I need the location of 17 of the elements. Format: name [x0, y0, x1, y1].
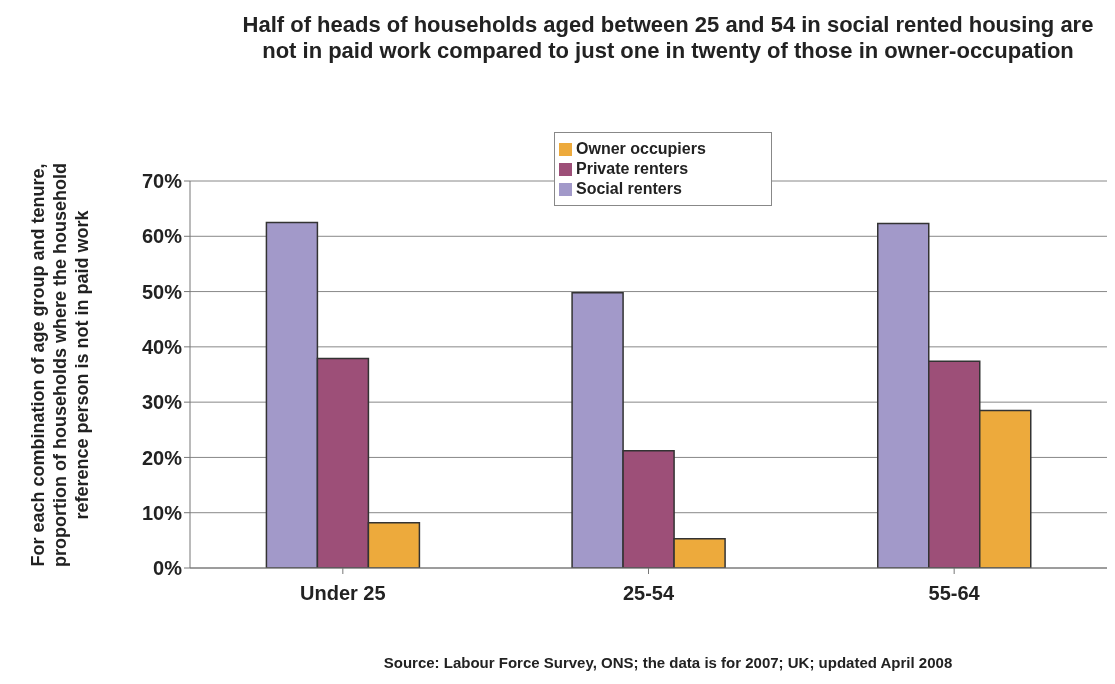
- source-note: Source: Labour Force Survey, ONS; the data is for 2007; UK; updated April 2008: [382, 654, 954, 671]
- y-tick-label: 30%: [141, 391, 183, 414]
- chart-title: Half of heads of households aged between 25 and 54 in social rented housing are not in paid work compared to just one in twenty of those in owner-occupation: [241, 12, 1095, 64]
- legend-label: Social renters: [576, 180, 682, 197]
- y-tick-label: 60%: [141, 225, 183, 248]
- y-tick-label: 40%: [141, 335, 183, 358]
- x-tick-label: 25-54: [622, 582, 675, 605]
- y-axis-title: For each combination of age group and tenure, proportion of households where the household reference person is not in paid work: [27, 162, 93, 569]
- legend-label: Private renters: [576, 160, 689, 177]
- y-tick-label: 70%: [141, 170, 183, 193]
- legend-label: Owner occupiers: [576, 140, 706, 157]
- y-tick-label: 10%: [141, 501, 183, 524]
- y-tick-label: 20%: [141, 446, 183, 469]
- x-tick-label: 55-64: [928, 582, 981, 605]
- y-tick-label: 50%: [141, 280, 183, 303]
- x-tick-label: Under 25: [300, 582, 386, 605]
- y-tick-label: 0%: [153, 557, 183, 580]
